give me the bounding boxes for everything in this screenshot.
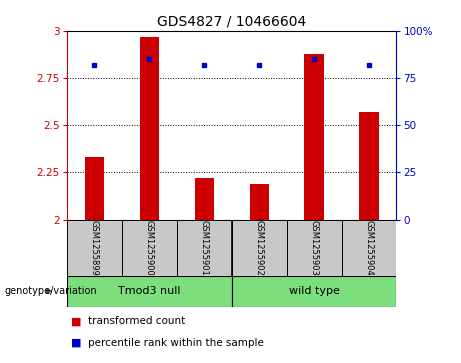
Text: Tmod3 null: Tmod3 null [118,286,181,296]
Text: GSM1255902: GSM1255902 [254,220,264,276]
Bar [231,276,396,307]
Bar [287,220,342,276]
Text: wild type: wild type [289,286,339,296]
Text: percentile rank within the sample: percentile rank within the sample [88,338,264,348]
Bar [67,276,231,307]
Bar [140,37,159,220]
Bar [304,53,324,220]
Text: GSM1255901: GSM1255901 [200,220,209,276]
Bar [342,220,396,276]
Bar [67,220,122,276]
Text: GSM1255900: GSM1255900 [145,220,154,276]
Text: ■: ■ [71,338,85,348]
Text: GSM1255903: GSM1255903 [309,220,319,276]
Bar [177,220,231,276]
Text: transformed count: transformed count [88,316,185,326]
Bar [122,220,177,276]
Bar [231,220,287,276]
Text: genotype/variation: genotype/variation [5,286,97,296]
Text: ■: ■ [71,316,85,326]
Bar [85,157,104,220]
Bar [195,178,214,220]
Bar [360,112,378,220]
Title: GDS4827 / 10466604: GDS4827 / 10466604 [157,14,306,28]
Text: GSM1255904: GSM1255904 [365,220,373,276]
Text: GSM1255899: GSM1255899 [90,220,99,276]
Bar [249,184,269,220]
